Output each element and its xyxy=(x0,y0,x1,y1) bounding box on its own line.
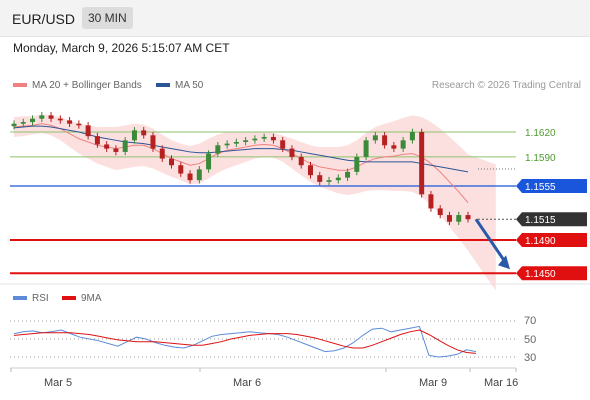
candle-body xyxy=(428,194,434,209)
level-label-resistance-1: 1.1590 xyxy=(525,153,556,164)
candle-body xyxy=(57,118,63,121)
candle-body xyxy=(131,130,137,141)
legend-rsi-ma-label: 9MA xyxy=(81,293,102,304)
candle-body xyxy=(326,180,332,182)
candle-body xyxy=(391,145,397,149)
candle-body xyxy=(298,156,304,166)
level-tag-support-2 xyxy=(516,266,587,281)
candle-body xyxy=(243,140,249,142)
candle-body xyxy=(289,148,295,157)
candle-body xyxy=(224,143,230,146)
top-bar: EUR/USD 30 MIN xyxy=(0,0,590,37)
rsi-line xyxy=(13,325,477,358)
level-tag-current xyxy=(516,212,587,227)
candle-body xyxy=(252,138,258,141)
candle-body xyxy=(280,140,286,149)
candle-body xyxy=(76,123,82,126)
candle-body xyxy=(409,132,415,141)
candle-body xyxy=(206,153,212,170)
level-label-resistance-2: 1.1620 xyxy=(525,128,556,139)
candle-body xyxy=(215,145,221,154)
legend-rsi-ma: 9MA xyxy=(62,293,102,304)
rsi-tick-label: 70 xyxy=(524,315,537,327)
candle-body xyxy=(261,136,267,139)
x-tick-label: Mar 5 xyxy=(44,377,73,389)
legend-bb: MA 20 + Bollinger Bands xyxy=(13,80,142,91)
candle-body xyxy=(419,132,425,195)
ma20-line xyxy=(13,123,469,203)
candle-body xyxy=(270,136,276,141)
candle-body xyxy=(400,140,406,149)
candle-body xyxy=(372,135,378,141)
candle-body xyxy=(345,171,351,178)
candle-body xyxy=(150,135,156,149)
projection-arrow-icon xyxy=(498,255,510,270)
x-tick-label: Mar 9 xyxy=(419,377,448,389)
rsi-swatch-icon xyxy=(13,296,27,301)
candle-body xyxy=(104,144,110,149)
candle-body xyxy=(159,148,165,159)
bb-swatch-icon xyxy=(13,83,27,88)
candle-body xyxy=(30,118,36,123)
candle-body xyxy=(335,177,341,181)
level-label-current: 1.1515 xyxy=(525,215,556,226)
rsi-tick-label: 50 xyxy=(524,334,537,346)
rsi-tick-label: 30 xyxy=(524,352,537,364)
candle-body xyxy=(465,215,471,220)
candle-body xyxy=(67,120,73,124)
rsi-ma-swatch-icon xyxy=(62,296,76,301)
x-tick-label: Mar 16 xyxy=(484,377,519,389)
candle-body xyxy=(11,123,17,127)
level-label-support-2: 1.1450 xyxy=(525,269,556,280)
candle-body xyxy=(196,169,202,181)
candle-body xyxy=(48,115,54,119)
ma50-swatch-icon xyxy=(156,83,170,88)
candle-body xyxy=(113,148,119,152)
legend-ma50-label: MA 50 xyxy=(175,80,204,91)
candle-body xyxy=(307,165,313,176)
level-tag-pivot xyxy=(516,179,587,193)
level-label-pivot: 1.1555 xyxy=(525,182,556,193)
candle-body xyxy=(446,215,452,222)
candle-body xyxy=(456,215,462,222)
legend-ma50: MA 50 xyxy=(156,80,203,91)
candle-body xyxy=(317,175,323,182)
candle-body xyxy=(187,173,193,181)
candle-body xyxy=(354,156,360,172)
legend-rsi: RSI xyxy=(13,293,49,304)
candle-body xyxy=(382,135,388,146)
copyright-text: Research © 2026 Trading Central xyxy=(431,80,581,91)
candle-body xyxy=(94,136,100,145)
datetime-text: Monday, March 9, 2026 5:15:07 AM CET xyxy=(13,41,230,55)
candle-body xyxy=(169,158,175,166)
candle-body xyxy=(20,122,26,124)
level-tag-support-1 xyxy=(516,233,587,247)
candle-body xyxy=(85,125,91,137)
candle-body xyxy=(141,130,147,136)
candle-body xyxy=(437,208,443,216)
rsi-ma-line xyxy=(13,329,477,354)
legend-bb-label: MA 20 + Bollinger Bands xyxy=(32,80,142,91)
candle-body xyxy=(39,115,45,119)
timeframe-badge[interactable]: 30 MIN xyxy=(82,7,133,29)
pair-title: EUR/USD xyxy=(12,11,76,27)
candle-body xyxy=(363,140,369,157)
level-label-support-1: 1.1490 xyxy=(525,236,556,247)
x-tick-label: Mar 6 xyxy=(233,377,262,389)
candle-body xyxy=(233,141,239,144)
projection-arrow-line xyxy=(474,218,508,265)
candle-body xyxy=(178,165,184,174)
candle-body xyxy=(122,140,128,152)
legend-rsi-label: RSI xyxy=(32,293,49,304)
